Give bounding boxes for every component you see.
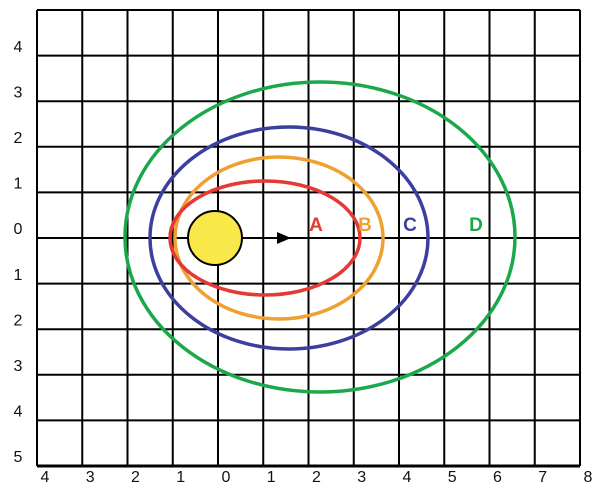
- sun: [187, 210, 243, 266]
- x-axis-label: 4: [403, 469, 412, 486]
- y-axis-label: 4: [14, 39, 23, 56]
- y-axis-label: 0: [14, 221, 23, 238]
- x-axis-label: 4: [41, 469, 50, 486]
- grid: [36, 9, 581, 467]
- orbit-label: A: [309, 215, 323, 236]
- x-axis-label: 2: [131, 469, 140, 486]
- y-axis-label: 4: [14, 404, 23, 421]
- orbit-c: [148, 125, 430, 351]
- y-axis-label: 3: [14, 84, 23, 101]
- x-axis-label: 6: [493, 469, 502, 486]
- y-axis-label: 1: [14, 176, 23, 193]
- orbit-a: [168, 179, 362, 297]
- orbit-b: [173, 155, 385, 321]
- y-axis-label: 1: [14, 267, 23, 284]
- x-axis-label: 5: [448, 469, 457, 486]
- x-axis-label: 7: [538, 469, 547, 486]
- x-axis-label: 1: [176, 469, 185, 486]
- orbit-label: D: [469, 215, 483, 236]
- orbit-label: C: [403, 215, 417, 236]
- x-axis-label: 8: [584, 469, 593, 486]
- y-axis-label: 2: [14, 130, 23, 147]
- x-axis-label: 3: [86, 469, 95, 486]
- orbit-d: [123, 80, 517, 394]
- orbit-label: B: [358, 215, 372, 236]
- x-axis-label: 3: [357, 469, 366, 486]
- y-axis-label: 3: [14, 358, 23, 375]
- x-axis-label: 2: [312, 469, 321, 486]
- x-axis-label: 0: [222, 469, 231, 486]
- y-axis-label: 5: [14, 449, 23, 466]
- y-axis-label: 2: [14, 312, 23, 329]
- arrow-head: [277, 232, 291, 244]
- x-axis-label: 1: [267, 469, 276, 486]
